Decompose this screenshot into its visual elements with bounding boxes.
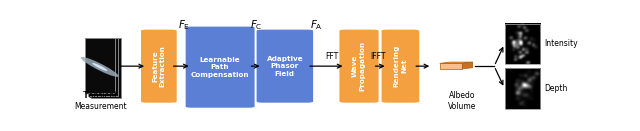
Text: Adaptive
Phasor
Field: Adaptive Phasor Field [266,56,303,77]
Ellipse shape [92,63,108,71]
Polygon shape [440,63,462,69]
Text: IFFT: IFFT [370,52,385,61]
FancyBboxPatch shape [339,30,379,103]
Text: $F_{\mathrm{E}}$: $F_{\mathrm{E}}$ [178,18,190,32]
Text: Depth: Depth [544,84,568,93]
FancyBboxPatch shape [381,30,419,103]
Ellipse shape [81,57,119,77]
Polygon shape [440,62,472,63]
Text: Rendering
Net: Rendering Net [394,45,407,87]
FancyBboxPatch shape [186,27,255,108]
Text: Albedo
Volume: Albedo Volume [447,91,476,111]
Polygon shape [462,62,472,69]
Text: $F_{\mathrm{C}}$: $F_{\mathrm{C}}$ [250,18,263,32]
Text: Learnable
Path
Compensation: Learnable Path Compensation [191,57,250,78]
FancyBboxPatch shape [91,38,121,98]
Text: Feature
Extraction: Feature Extraction [152,45,166,87]
FancyBboxPatch shape [85,38,115,93]
Text: Intensity: Intensity [544,39,578,48]
Text: Wave
Propagation: Wave Propagation [352,41,365,91]
Text: $F_{\mathrm{A}}$: $F_{\mathrm{A}}$ [310,18,323,32]
Text: Transient
Measurement: Transient Measurement [74,91,127,111]
FancyBboxPatch shape [257,30,313,103]
FancyBboxPatch shape [88,38,118,96]
Text: FFT: FFT [325,52,338,61]
FancyBboxPatch shape [141,30,177,103]
